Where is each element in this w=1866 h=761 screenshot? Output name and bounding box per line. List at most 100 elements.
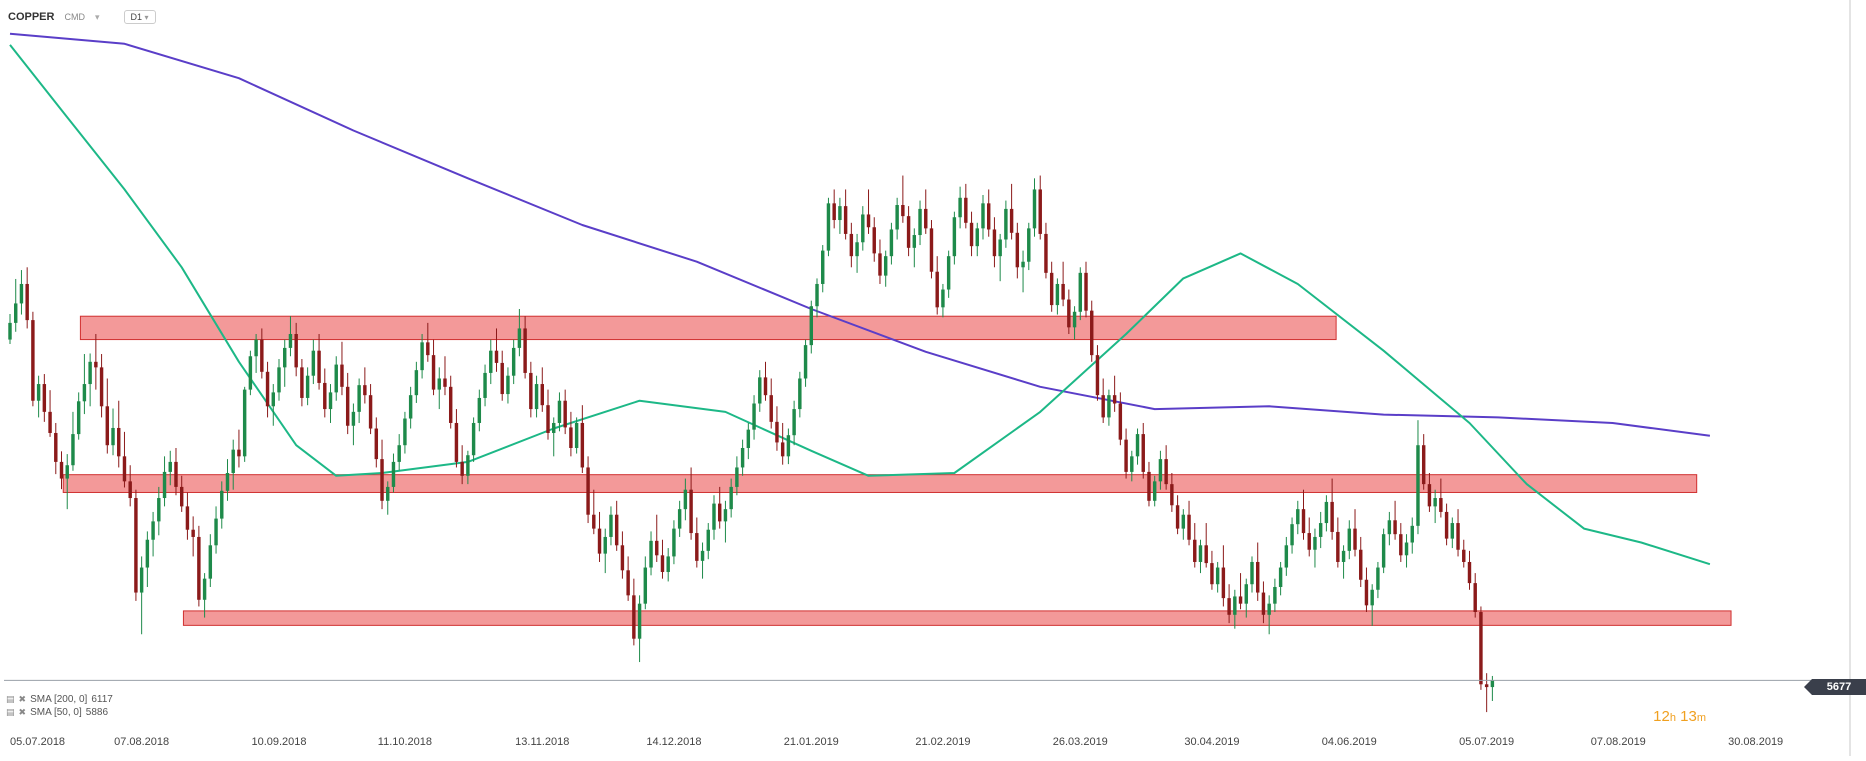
candle-body <box>546 405 550 433</box>
candle-body <box>683 489 688 510</box>
close-icon[interactable]: ✖ <box>18 694 27 704</box>
candle-body <box>832 203 836 221</box>
candle-body <box>586 467 590 515</box>
candle-body <box>82 384 87 402</box>
candle-body <box>740 447 745 468</box>
candle-body <box>111 427 115 446</box>
candle-body <box>1084 272 1088 311</box>
settings-icon[interactable]: ▤ <box>6 694 15 704</box>
candle-body <box>563 400 567 428</box>
candle-body <box>323 382 327 410</box>
candle-body <box>208 545 213 579</box>
candle-body <box>471 422 476 456</box>
candle-body <box>1416 445 1420 526</box>
candle-body <box>1198 545 1203 562</box>
candle-body <box>14 303 18 323</box>
candle-body <box>1238 596 1243 604</box>
sma-50-line <box>9 44 1711 566</box>
candle-body <box>1427 484 1432 507</box>
settings-icon[interactable]: ▤ <box>6 707 15 717</box>
candle-body <box>523 328 527 373</box>
candle-body <box>1147 471 1151 501</box>
candle-body <box>105 406 110 446</box>
candle-body <box>752 403 756 430</box>
candle-body <box>1433 498 1437 507</box>
candle-body <box>231 449 235 474</box>
candle-body <box>775 421 779 443</box>
candle-body <box>843 206 848 234</box>
candle-body <box>1187 514 1191 540</box>
candle-body <box>855 242 859 257</box>
candle-body <box>889 229 894 257</box>
candle-body <box>557 400 562 423</box>
legend-sma-50[interactable]: ▤ ✖ SMA [50, 0] 5886 <box>6 707 108 718</box>
candle-body <box>924 208 928 229</box>
candle-body <box>1210 563 1214 585</box>
candle-body <box>603 536 607 554</box>
candle-body <box>1181 514 1186 529</box>
candle-body <box>1164 459 1168 485</box>
candle-body <box>695 533 699 561</box>
candle-body <box>1078 272 1083 312</box>
candle-body <box>197 536 201 600</box>
candle-body <box>769 395 773 422</box>
symbol-label[interactable]: COPPER <box>8 11 55 23</box>
candle-body <box>878 253 882 276</box>
countdown-h-unit: h <box>1669 712 1676 724</box>
candle-body <box>59 461 64 479</box>
close-icon[interactable]: ✖ <box>18 707 27 717</box>
candle-body <box>8 322 12 340</box>
x-tick-label: 26.03.2019 <box>1053 736 1108 748</box>
timeframe-label: D1 <box>130 12 143 22</box>
candle-body <box>580 422 585 468</box>
candle-body <box>626 570 630 596</box>
candle-body <box>1193 539 1197 562</box>
candle-body <box>25 283 29 321</box>
candle-body <box>483 372 487 398</box>
candle-body <box>809 306 814 346</box>
candle-body <box>1261 592 1266 615</box>
candle-body <box>31 320 35 401</box>
x-tick-label: 21.01.2019 <box>784 736 839 748</box>
candle-body <box>569 427 573 448</box>
candle-body <box>1484 684 1489 688</box>
candle-body <box>185 506 190 530</box>
candle-body <box>368 395 373 429</box>
candle-body <box>906 216 911 248</box>
candle-body <box>477 397 482 423</box>
candle-body <box>1341 550 1346 562</box>
candle-body <box>935 271 939 308</box>
candle-body <box>597 528 602 554</box>
candle-body <box>76 401 81 435</box>
candle-body <box>534 384 539 410</box>
candle-body <box>65 465 69 479</box>
sma-200-layer <box>9 32 1711 437</box>
candle-body <box>786 435 791 457</box>
legend-sma-200[interactable]: ▤ ✖ SMA [200, 0] 6117 <box>6 694 113 705</box>
resistance-zone <box>79 315 1337 341</box>
candle-body <box>1364 579 1369 606</box>
candle-body <box>1004 208 1008 240</box>
candle-body <box>1221 567 1226 599</box>
candle-body <box>735 467 739 487</box>
chevron-down-icon[interactable]: ▾ <box>94 11 100 22</box>
x-tick-label: 21.02.2019 <box>915 736 970 748</box>
candle-body <box>1107 395 1111 418</box>
candle-body <box>1124 439 1128 472</box>
candle-body <box>815 283 819 307</box>
candle-body <box>48 411 52 433</box>
candle-body <box>1112 395 1117 404</box>
timeframe-selector[interactable]: D1 ▾ <box>123 10 156 24</box>
candle-body <box>403 418 407 446</box>
candle-body <box>998 239 1002 257</box>
candle-body <box>248 356 253 390</box>
candle-body <box>19 283 24 304</box>
candle-body <box>1032 189 1037 229</box>
candle-body <box>609 514 613 537</box>
candle-body <box>826 203 831 251</box>
candle-body <box>294 334 298 368</box>
candle-body <box>592 514 596 529</box>
candle-body <box>380 459 384 501</box>
